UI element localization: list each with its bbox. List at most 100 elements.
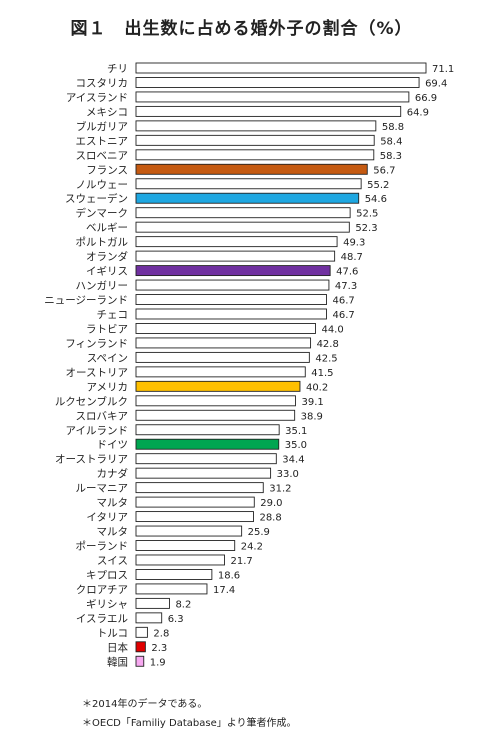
bar	[135, 569, 213, 580]
value-label: 34.4	[282, 455, 304, 466]
value-label: 46.7	[332, 310, 354, 321]
category-label: キプロス	[86, 569, 128, 581]
category-label: クロアチア	[76, 584, 128, 596]
bar	[135, 467, 272, 479]
bar	[135, 294, 327, 305]
category-label: ベルギー	[86, 222, 128, 234]
value-label: 40.2	[306, 382, 328, 393]
category-label: アイスランド	[66, 92, 128, 104]
category-label: コスタリカ	[76, 77, 129, 89]
bar	[135, 366, 306, 378]
category-label: オーストリア	[66, 367, 128, 379]
value-label: 66.9	[415, 93, 437, 104]
value-label: 44.0	[321, 324, 343, 335]
value-label: 69.4	[425, 78, 447, 89]
bar	[135, 77, 420, 88]
category-label: ニュージーランド	[44, 295, 128, 307]
bar	[135, 511, 254, 523]
bar	[135, 134, 375, 146]
bar	[135, 525, 243, 537]
value-label: 48.7	[341, 252, 363, 263]
bar	[135, 482, 264, 494]
value-label: 58.4	[380, 136, 402, 147]
category-label: フィンランド	[65, 338, 128, 350]
value-label: 64.9	[407, 107, 429, 118]
bar	[135, 105, 402, 117]
bar	[135, 626, 148, 638]
value-label: 35.1	[285, 426, 307, 437]
category-label: ポーランド	[76, 541, 129, 553]
value-label: 29.0	[260, 498, 282, 509]
category-label: マルタ	[97, 497, 129, 509]
value-label: 47.6	[336, 267, 358, 278]
category-label: デンマーク	[76, 207, 129, 220]
value-label: 33.0	[277, 469, 299, 480]
value-label: 41.5	[311, 368, 333, 379]
value-label: 46.7	[332, 296, 354, 307]
category-label: アイルランド	[66, 425, 128, 437]
category-label: メキシコ	[86, 106, 128, 118]
category-label: 日本	[107, 641, 128, 654]
bar	[135, 453, 277, 465]
value-label: 49.3	[343, 238, 365, 249]
bar	[135, 207, 351, 219]
value-label: 28.8	[259, 513, 281, 524]
bar	[135, 395, 296, 407]
value-label: 55.2	[367, 180, 389, 191]
value-label: 47.3	[335, 281, 357, 292]
bar	[135, 250, 336, 262]
category-label: スペイン	[87, 352, 128, 364]
bar	[135, 583, 208, 595]
bar	[135, 149, 375, 161]
bar	[135, 409, 296, 421]
value-label: 17.4	[213, 585, 235, 596]
value-label: 21.7	[231, 556, 253, 567]
value-label: 2.8	[153, 628, 169, 639]
category-label: イスラエル	[76, 613, 128, 625]
category-label: オランダ	[86, 250, 128, 263]
category-label: ポルトガル	[76, 237, 129, 249]
footnote-source: ＊OECD「Familiy Database」より筆者作成。	[82, 718, 297, 729]
value-label: 58.8	[382, 122, 404, 133]
category-label: トルコ	[97, 627, 128, 639]
category-label: チリ	[107, 63, 128, 75]
bar	[135, 496, 255, 508]
bar	[135, 62, 427, 74]
value-label: 6.3	[168, 614, 184, 625]
category-label: ギリシャ	[86, 598, 128, 610]
bar	[135, 178, 362, 190]
category-label: エストニア	[76, 135, 129, 147]
bar	[135, 380, 301, 392]
value-label: 58.3	[380, 151, 402, 162]
category-label: スイス	[97, 555, 128, 567]
value-label: 54.6	[365, 194, 387, 205]
bar	[135, 323, 316, 334]
value-label: 8.2	[175, 599, 191, 610]
bar	[135, 438, 280, 450]
value-label: 39.1	[301, 397, 323, 408]
footnotes: ＊2014年のデータである。 ＊OECD「Familiy Database」より…	[82, 695, 297, 733]
category-label: イタリア	[86, 512, 128, 524]
bar	[135, 265, 331, 277]
category-label: マルタ	[97, 526, 129, 538]
bar	[135, 192, 360, 204]
value-label: 1.9	[150, 657, 166, 668]
value-label: 38.9	[301, 411, 323, 422]
bar	[135, 554, 225, 566]
category-label: ドイツ	[97, 439, 129, 451]
value-label: 25.9	[248, 527, 270, 538]
bar	[135, 655, 145, 667]
value-label: 18.6	[218, 570, 240, 581]
category-label: スウェーデン	[65, 192, 128, 205]
bar	[135, 424, 280, 436]
bar	[135, 641, 146, 653]
category-label: スロバキア	[76, 410, 129, 422]
category-label: ノルウェー	[76, 179, 129, 191]
value-label: 42.8	[317, 339, 339, 350]
value-label: 24.2	[241, 542, 263, 553]
bar	[135, 597, 170, 609]
category-label: スロベニア	[76, 150, 129, 162]
chart-title: 図１ 出生数に占める婚外子の割合（%）	[70, 19, 413, 39]
category-label: アメリカ	[87, 381, 128, 393]
category-label: ブルガリア	[76, 120, 128, 133]
